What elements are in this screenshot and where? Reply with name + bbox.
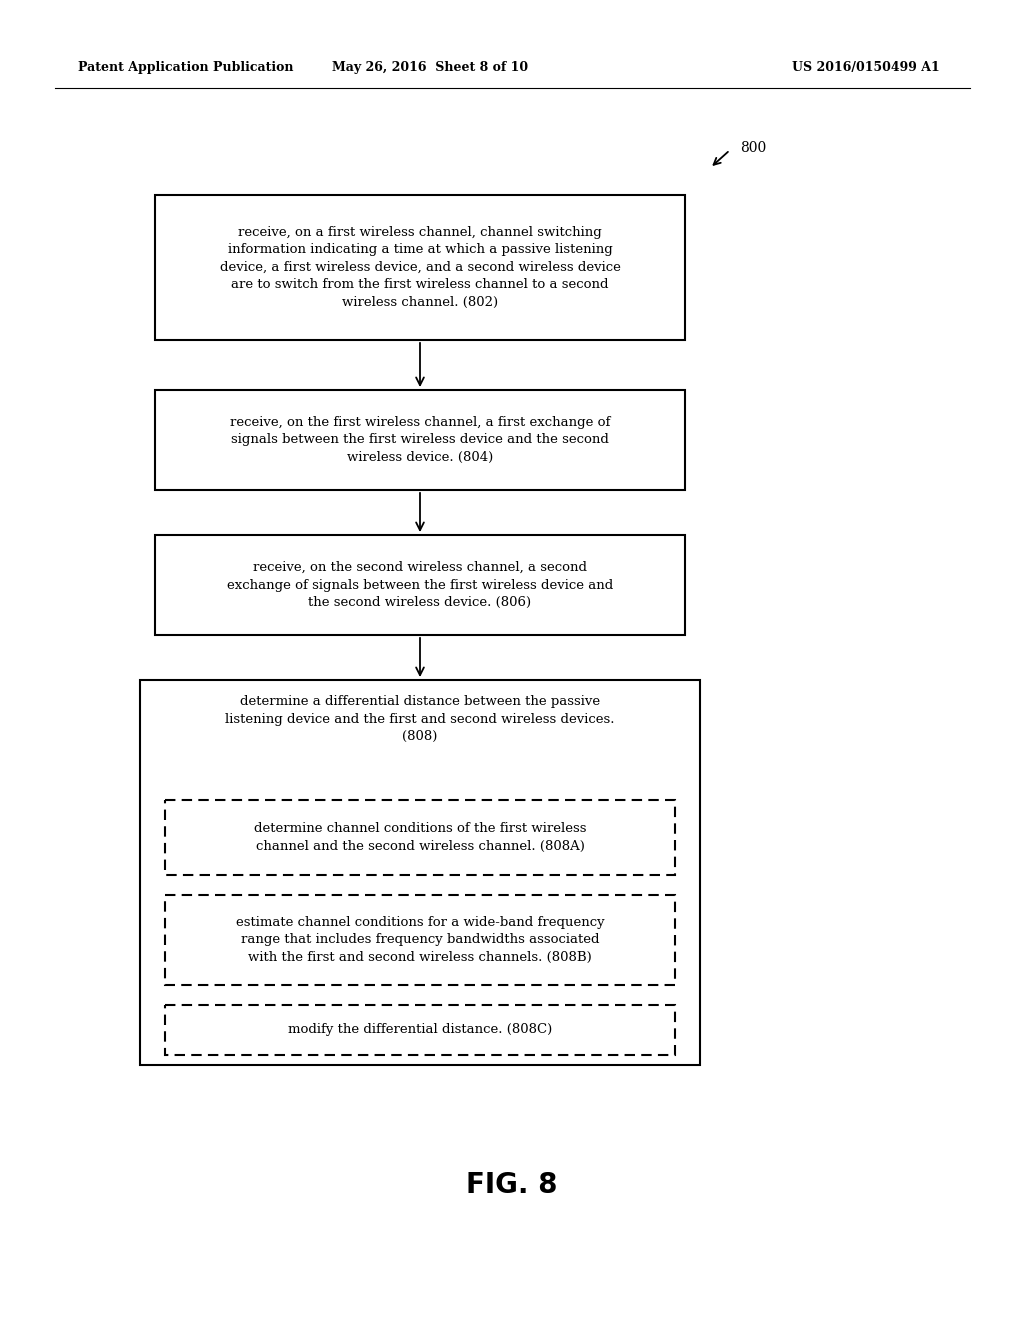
Text: 800: 800	[740, 141, 766, 154]
Bar	[155, 195, 685, 341]
Text: Patent Application Publication: Patent Application Publication	[78, 62, 294, 74]
Text: receive, on the second wireless channel, a second
exchange of signals between th: receive, on the second wireless channel,…	[227, 561, 613, 609]
Text: May 26, 2016  Sheet 8 of 10: May 26, 2016 Sheet 8 of 10	[332, 62, 528, 74]
Text: FIG. 8: FIG. 8	[466, 1171, 558, 1199]
Bar	[155, 535, 685, 635]
Text: estimate channel conditions for a wide-band frequency
range that includes freque: estimate channel conditions for a wide-b…	[236, 916, 604, 964]
Text: US 2016/0150499 A1: US 2016/0150499 A1	[793, 62, 940, 74]
Text: determine channel conditions of the first wireless
channel and the second wirele: determine channel conditions of the firs…	[254, 822, 587, 853]
Text: determine a differential distance between the passive
listening device and the f: determine a differential distance betwee…	[225, 696, 614, 743]
Text: receive, on a first wireless channel, channel switching
information indicating a: receive, on a first wireless channel, ch…	[219, 226, 621, 309]
Bar	[155, 389, 685, 490]
Text: modify the differential distance. (808C): modify the differential distance. (808C)	[288, 1023, 552, 1036]
Text: receive, on the first wireless channel, a first exchange of
signals between the : receive, on the first wireless channel, …	[229, 416, 610, 465]
Bar	[140, 680, 700, 1065]
Bar	[165, 895, 675, 985]
Bar	[165, 1005, 675, 1055]
Bar	[165, 800, 675, 875]
